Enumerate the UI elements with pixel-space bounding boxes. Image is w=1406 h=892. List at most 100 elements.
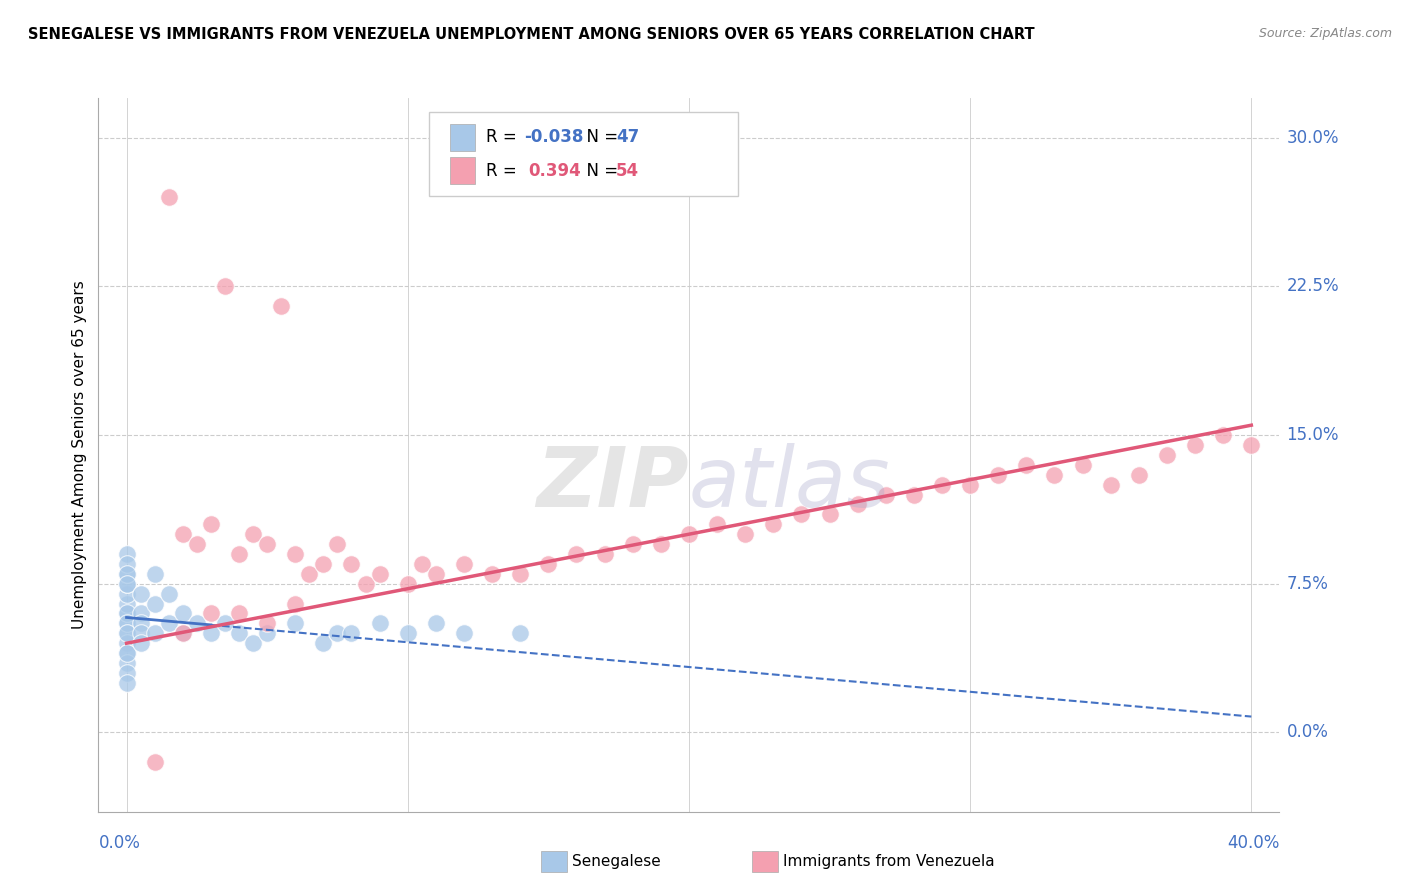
Point xyxy=(228,607,250,621)
Point xyxy=(593,547,616,561)
Y-axis label: Unemployment Among Seniors over 65 years: Unemployment Among Seniors over 65 years xyxy=(72,281,87,629)
Text: 0.0%: 0.0% xyxy=(1286,723,1329,741)
Point xyxy=(115,616,138,631)
Point xyxy=(987,467,1010,482)
Point xyxy=(959,477,981,491)
Point xyxy=(115,646,138,660)
Point xyxy=(1212,428,1234,442)
Point xyxy=(115,576,138,591)
Point xyxy=(129,636,152,650)
Text: -0.038: -0.038 xyxy=(524,128,583,146)
Point xyxy=(818,508,841,522)
Point xyxy=(621,537,644,551)
Point xyxy=(284,547,307,561)
Point xyxy=(1015,458,1038,472)
Point xyxy=(340,557,363,571)
Point xyxy=(537,557,560,571)
Point xyxy=(115,636,138,650)
Text: 7.5%: 7.5% xyxy=(1286,574,1329,593)
Point xyxy=(143,626,166,640)
Point xyxy=(115,665,138,680)
Point xyxy=(762,517,785,532)
Text: 0.0%: 0.0% xyxy=(98,834,141,852)
Text: Source: ZipAtlas.com: Source: ZipAtlas.com xyxy=(1258,27,1392,40)
Point xyxy=(228,547,250,561)
Point xyxy=(129,607,152,621)
Point xyxy=(650,537,672,551)
Text: 54: 54 xyxy=(616,161,638,179)
Point xyxy=(326,537,349,551)
Text: 0.394: 0.394 xyxy=(529,161,582,179)
Text: 22.5%: 22.5% xyxy=(1286,277,1339,295)
Point xyxy=(368,616,391,631)
Point xyxy=(242,527,264,541)
Point xyxy=(481,566,503,581)
Point xyxy=(270,299,292,313)
Point xyxy=(256,537,278,551)
Point xyxy=(340,626,363,640)
Point xyxy=(115,576,138,591)
Point xyxy=(256,626,278,640)
Point xyxy=(453,626,475,640)
Text: SENEGALESE VS IMMIGRANTS FROM VENEZUELA UNEMPLOYMENT AMONG SENIORS OVER 65 YEARS: SENEGALESE VS IMMIGRANTS FROM VENEZUELA … xyxy=(28,27,1035,42)
Point xyxy=(565,547,588,561)
Point xyxy=(242,636,264,650)
Point xyxy=(157,190,180,204)
Point xyxy=(368,566,391,581)
Point xyxy=(115,607,138,621)
Point xyxy=(509,566,531,581)
Point xyxy=(214,279,236,293)
Point xyxy=(396,626,419,640)
Text: 15.0%: 15.0% xyxy=(1286,426,1339,444)
Text: 30.0%: 30.0% xyxy=(1286,128,1339,147)
Point xyxy=(186,616,208,631)
Point xyxy=(453,557,475,571)
Text: N =: N = xyxy=(576,128,624,146)
Point xyxy=(200,517,222,532)
Point xyxy=(284,616,307,631)
Point xyxy=(172,626,194,640)
Point xyxy=(115,597,138,611)
Point xyxy=(790,508,813,522)
Point xyxy=(312,557,335,571)
Point xyxy=(425,566,447,581)
Point xyxy=(143,597,166,611)
Point xyxy=(115,646,138,660)
Point xyxy=(129,626,152,640)
Point xyxy=(326,626,349,640)
Point xyxy=(1240,438,1263,452)
Point xyxy=(678,527,700,541)
Point xyxy=(228,626,250,640)
Point xyxy=(214,616,236,631)
Point xyxy=(115,626,138,640)
Point xyxy=(1184,438,1206,452)
Point xyxy=(115,566,138,581)
Point xyxy=(903,487,925,501)
Text: ZIP: ZIP xyxy=(536,443,689,524)
Point xyxy=(115,616,138,631)
Text: Immigrants from Venezuela: Immigrants from Venezuela xyxy=(783,855,995,869)
Point xyxy=(312,636,335,650)
Point xyxy=(1128,467,1150,482)
Point xyxy=(734,527,756,541)
Point xyxy=(1071,458,1094,472)
Point xyxy=(172,626,194,640)
Text: N =: N = xyxy=(576,161,624,179)
Point xyxy=(1099,477,1122,491)
Point xyxy=(875,487,897,501)
Text: R =: R = xyxy=(486,128,523,146)
Point xyxy=(172,607,194,621)
Point xyxy=(115,607,138,621)
Point xyxy=(157,616,180,631)
Point xyxy=(411,557,433,571)
Text: R =: R = xyxy=(486,161,527,179)
Point xyxy=(115,587,138,601)
Point xyxy=(1156,448,1178,462)
Point xyxy=(706,517,728,532)
Point xyxy=(172,527,194,541)
Point xyxy=(186,537,208,551)
Point xyxy=(115,676,138,690)
Point xyxy=(115,656,138,670)
Point xyxy=(115,557,138,571)
Point xyxy=(425,616,447,631)
